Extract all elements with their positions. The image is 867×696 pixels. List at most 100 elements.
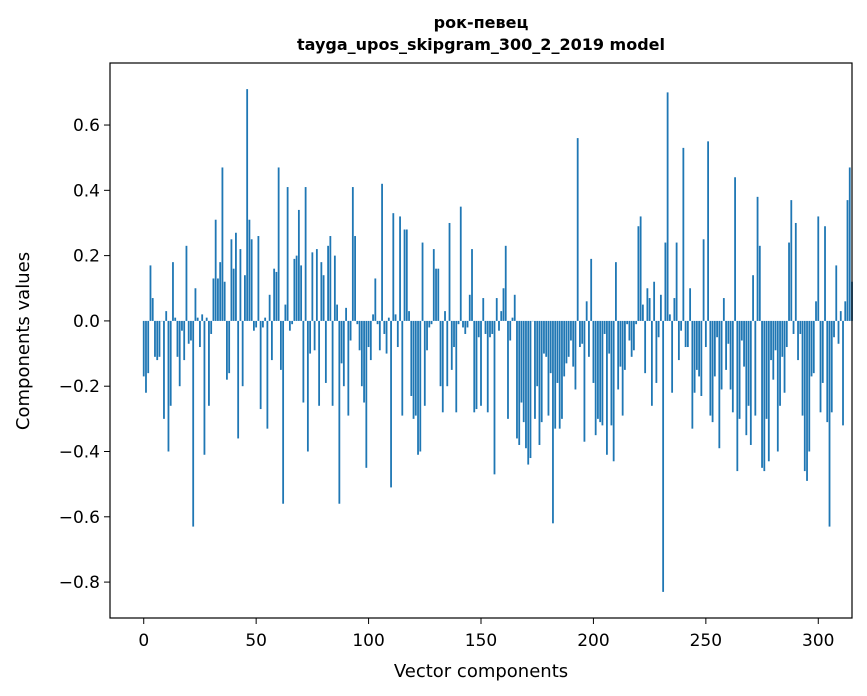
bar-158 xyxy=(498,320,500,331)
bar-149 xyxy=(477,320,480,338)
y-tick-label: 0.6 xyxy=(73,116,100,136)
bar-257 xyxy=(720,320,723,390)
bar-197 xyxy=(585,301,588,321)
bar-280 xyxy=(772,320,775,380)
bar-233 xyxy=(666,92,669,321)
bar-120 xyxy=(412,320,415,419)
bar-238 xyxy=(677,320,680,361)
bar-36 xyxy=(223,281,226,321)
bar-86 xyxy=(336,304,338,321)
bar-54 xyxy=(264,317,267,321)
bar-279 xyxy=(770,320,772,361)
bar-288 xyxy=(790,200,793,321)
bar-201 xyxy=(594,320,597,436)
bar-150 xyxy=(480,320,482,406)
bar-268 xyxy=(745,320,748,436)
bar-124 xyxy=(421,242,424,321)
bar-62 xyxy=(282,320,285,504)
bar-240 xyxy=(682,147,685,321)
x-tick-label: 300 xyxy=(802,631,834,651)
bar-163 xyxy=(509,320,512,341)
bar-205 xyxy=(603,320,606,334)
bar-281 xyxy=(774,320,777,351)
bar-102 xyxy=(372,314,374,321)
bar-59 xyxy=(275,271,278,321)
bar-297 xyxy=(810,320,813,377)
bar-299 xyxy=(815,301,817,321)
bar-304 xyxy=(826,320,829,423)
bar-6 xyxy=(156,320,159,361)
bar-11 xyxy=(167,320,170,452)
bar-294 xyxy=(803,320,806,472)
bar-229 xyxy=(657,320,660,338)
bar-245 xyxy=(693,320,696,393)
bar-186 xyxy=(561,320,563,419)
bar-254 xyxy=(713,320,716,377)
bar-63 xyxy=(284,304,287,321)
bar-169 xyxy=(522,320,525,423)
bar-100 xyxy=(367,320,370,348)
bar-218 xyxy=(633,320,635,351)
bar-231 xyxy=(662,320,665,592)
bar-225 xyxy=(648,298,651,321)
bar-101 xyxy=(369,320,372,361)
bar-216 xyxy=(628,320,631,341)
bar-111 xyxy=(392,213,395,321)
bar-78 xyxy=(318,320,321,406)
bar-215 xyxy=(626,320,629,325)
bar-190 xyxy=(570,320,572,341)
bar-29 xyxy=(208,320,210,406)
bar-17 xyxy=(181,320,183,331)
bar-308 xyxy=(835,265,838,321)
bar-107 xyxy=(383,320,386,334)
y-tick-label: 0.4 xyxy=(73,181,100,201)
bar-89 xyxy=(342,320,345,387)
bar-28 xyxy=(205,317,208,321)
bar-66 xyxy=(291,320,294,325)
bar-77 xyxy=(315,249,318,321)
bar-312 xyxy=(844,301,847,321)
bar-112 xyxy=(394,314,397,321)
bar-74 xyxy=(309,320,312,354)
bar-98 xyxy=(363,320,365,403)
bar-209 xyxy=(612,320,615,462)
y-axis-ticks: −0.8 −0.6 −0.4 −0.2 0.0 0.2 0.4 0.6 xyxy=(59,116,110,593)
bar-291 xyxy=(797,320,799,361)
bar-53 xyxy=(262,320,264,328)
bar-25 xyxy=(199,320,201,348)
bar-1 xyxy=(145,320,147,393)
bar-270 xyxy=(749,320,752,445)
bar-253 xyxy=(711,320,714,423)
bar-60 xyxy=(277,167,280,321)
bar-113 xyxy=(396,320,399,348)
bar-226 xyxy=(650,320,653,406)
bar-12 xyxy=(169,320,172,406)
x-tick-label: 50 xyxy=(245,631,267,651)
plot-frame xyxy=(109,62,853,619)
bar-178 xyxy=(543,320,545,354)
bar-4 xyxy=(151,298,154,321)
bar-76 xyxy=(313,320,316,351)
bar-241 xyxy=(684,320,687,348)
bar-210 xyxy=(615,262,617,321)
bar-182 xyxy=(552,320,554,524)
bar-310 xyxy=(839,311,842,321)
bar-106 xyxy=(381,183,383,321)
bar-57 xyxy=(270,320,273,361)
bar-198 xyxy=(588,320,590,357)
bar-27 xyxy=(203,320,206,455)
bar-137 xyxy=(450,320,453,370)
bar-58 xyxy=(273,268,276,321)
bar-26 xyxy=(201,314,204,321)
bar-51 xyxy=(257,236,260,321)
bar-42 xyxy=(237,320,240,439)
bar-152 xyxy=(484,320,487,334)
bar-269 xyxy=(747,320,750,406)
bar-285 xyxy=(783,320,786,393)
bar-293 xyxy=(801,320,804,416)
bar-292 xyxy=(799,320,802,334)
bar-195 xyxy=(581,320,584,344)
bar-159 xyxy=(500,311,503,321)
bar-10 xyxy=(165,311,168,321)
